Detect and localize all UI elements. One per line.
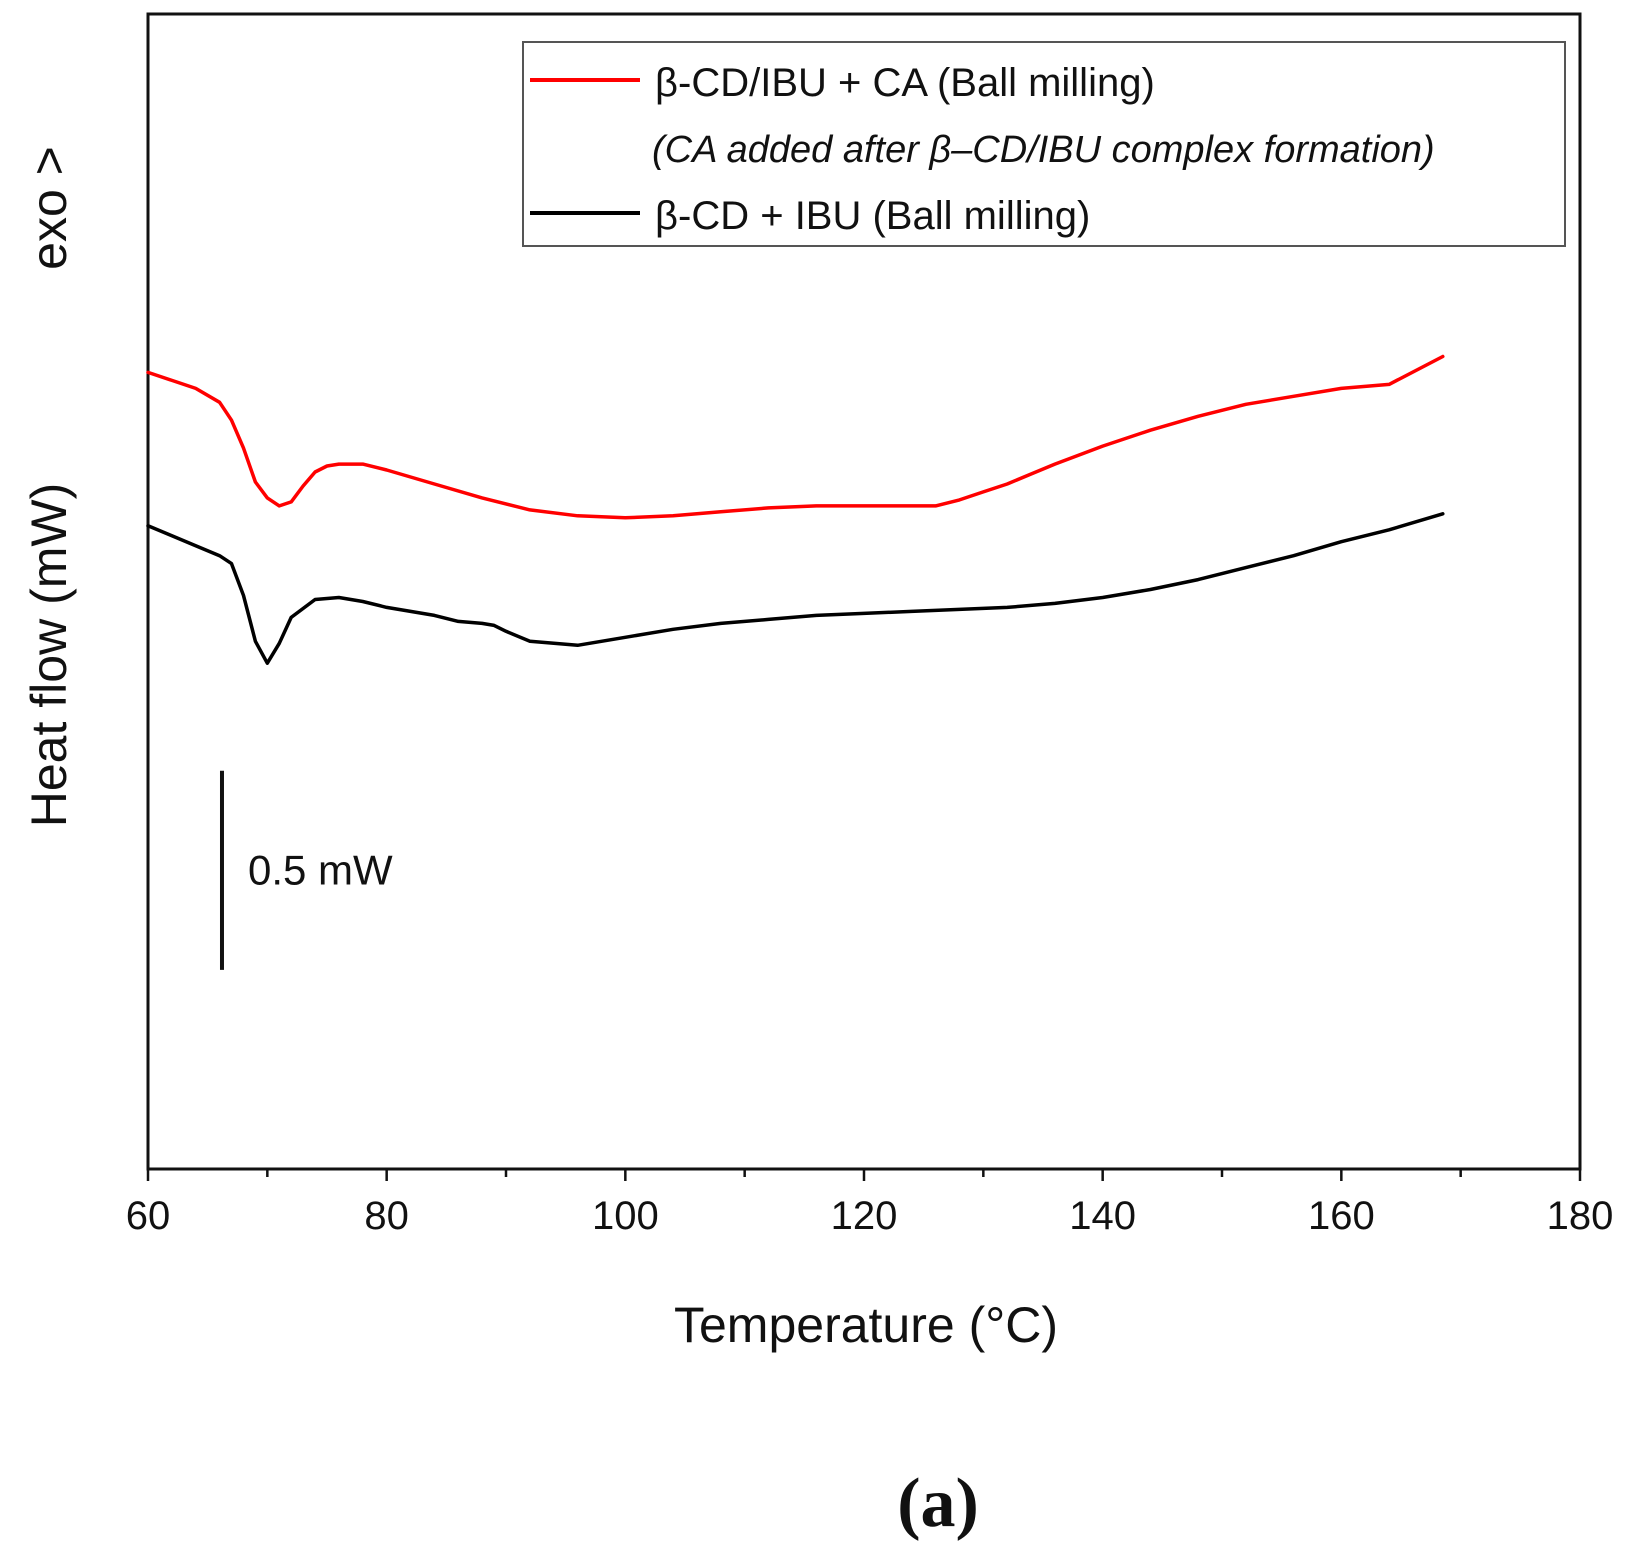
x-tick-label: 80 (364, 1194, 409, 1238)
legend-label-series-2: β-CD + IBU (Ball milling) (655, 194, 1090, 238)
scale-bar: 0.5 mW (219, 770, 393, 970)
x-axis-title: Temperature (°C) (674, 1297, 1058, 1353)
x-tick-label: 180 (1547, 1194, 1614, 1238)
x-tick-label: 60 (126, 1194, 171, 1238)
x-tick-label: 160 (1308, 1194, 1375, 1238)
legend-label-series-1: β-CD/IBU + CA (Ball milling) (655, 61, 1155, 105)
scale-bar-label: 0.5 mW (248, 846, 393, 893)
series-line-2 (146, 512, 1445, 665)
legend: β-CD/IBU + CA (Ball milling) (CA added a… (522, 41, 1566, 247)
x-tick-label: 120 (831, 1194, 898, 1238)
panel-label: (a) (897, 1465, 979, 1542)
x-axis-tick-labels: 60 80 100 120 140 160 180 (126, 1194, 1614, 1238)
legend-note-series-1: (CA added after β–CD/IBU complex formati… (652, 129, 1435, 171)
y-axis-title: Heat flow (mW) (21, 483, 77, 827)
series-layer (146, 354, 1445, 665)
x-tick-label: 100 (592, 1194, 659, 1238)
legend-box (522, 41, 1566, 247)
x-tick-label: 140 (1069, 1194, 1136, 1238)
exo-label: exo > (21, 146, 77, 270)
x-axis-ticks (146, 1169, 1582, 1181)
series-line-1 (146, 354, 1445, 520)
